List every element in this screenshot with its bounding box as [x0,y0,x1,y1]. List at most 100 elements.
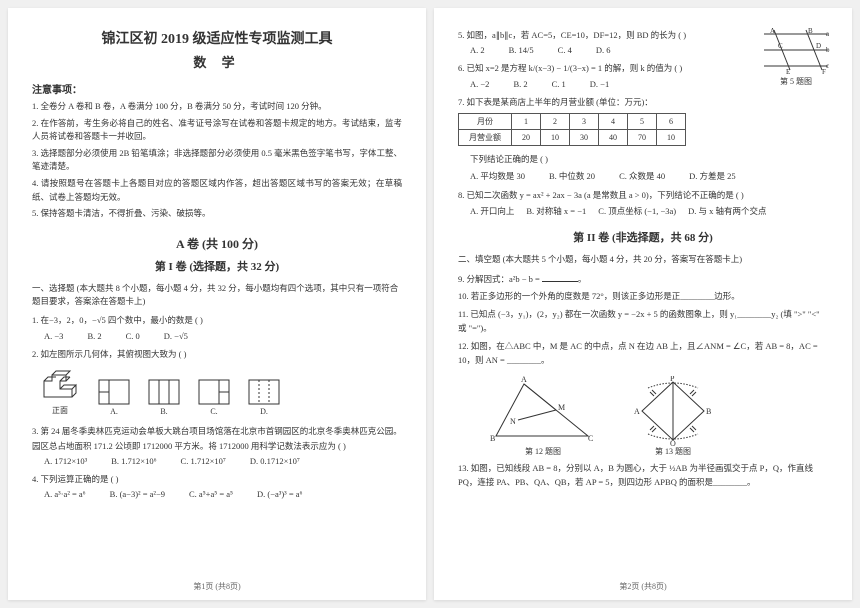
q7-r2: 10 [541,130,570,146]
q7-opt-d: D. 方差是 25 [689,170,736,182]
page-1: 锦江区初 2019 级适应性专项监测工具 数 学 注意事项： 1. 全卷分 A … [8,8,426,600]
notice-4: 4. 请按照题号在答题卡上各题目对应的答题区域内作答，超出答题区域书写的答案无效… [32,177,402,204]
q2-opt-b-label: B. [146,407,182,416]
q7-h0: 月份 [459,114,512,130]
q7-opt-c: C. 众数是 40 [619,170,665,182]
q5-fig-label: 第 5 题图 [760,76,832,87]
q7-table: 月份 1 2 3 4 5 6 月营业额 20 10 30 40 70 10 [458,113,686,146]
q12-fig-label: 第 12 题图 [488,446,598,457]
q8-opts: A. 开口向上 B. 对称轴 x = −1 C. 顶点坐标 (−1, −3a) … [470,205,828,217]
section-1-title: 第 I 卷 (选择题，共 32 分) [32,258,402,274]
section-a-title: A 卷 (共 100 分) [32,235,402,252]
q2-opt-d-label: D. [246,407,282,416]
table-row: 月营业额 20 10 30 40 70 10 [459,130,686,146]
q2-stem: 2. 如左图所示几何体，其俯视图大致为 ( ) [32,347,402,361]
svg-text:C: C [778,42,783,50]
q12-q13-figs: A M N B C 第 12 题图 [488,376,828,457]
svg-text:A: A [634,407,640,416]
mc-intro: 一、选择题 (本大题共 8 个小题，每小题 4 分，共 32 分，每小题均有四个… [32,282,402,308]
q7-opt-a: A. 平均数是 30 [470,170,525,182]
svg-text:B: B [808,27,813,35]
fill-intro: 二、填空题 (本大题共 5 个小题，每小题 4 分，共 20 分，答案写在答题卡… [458,253,828,266]
q5-opt-d: D. 6 [596,45,611,55]
q7-opts: A. 平均数是 30 B. 中位数 20 C. 众数是 40 D. 方差是 25 [470,170,828,182]
q3-opt-d: D. 0.1712×10⁷ [250,456,300,466]
q10: 10. 若正多边形的一个外角的度数是 72°，则该正多边形是正________边… [458,289,828,303]
q7-opt-b: B. 中位数 20 [549,170,595,182]
q7-stem: 7. 如下表是某商店上半年的月营业额 (单位：万元)： [458,95,828,109]
q7-r3: 30 [570,130,599,146]
notice-5: 5. 保持答题卡清洁，不得折叠、污染、破损等。 [32,207,402,221]
svg-text:E: E [786,68,790,76]
q8-opt-d: D. 与 x 轴有两个交点 [688,205,766,217]
q7-h3: 3 [570,114,599,130]
q1-opt-b: B. 2 [87,331,101,341]
q6-opt-b: B. 2 [513,79,527,89]
q1-opt-c: C. 0 [126,331,140,341]
notice-1: 1. 全卷分 A 卷和 B 卷，A 卷满分 100 分，B 卷满分 50 分，考… [32,100,402,114]
q9: 9. 分解因式：a²b − b = 。 [458,272,828,286]
subject-title: 数 学 [32,52,402,71]
svg-text:c: c [826,62,829,70]
q12-figure: A M N B C 第 12 题图 [488,376,598,457]
q6-opt-d: D. −1 [590,79,609,89]
notice-2: 2. 在作答前，考生务必将自己的姓名、准考证号涂写在试卷和答题卡规定的地方。考试… [32,117,402,144]
q4-opt-a: A. a³·a² = a⁶ [44,489,86,499]
q5-opt-b: B. 14/5 [509,45,534,55]
q7-r1: 20 [512,130,541,146]
q5-opt-c: C. 4 [558,45,572,55]
q2-opt-b-icon: B. [146,377,182,416]
q7-h5: 5 [628,114,657,130]
svg-text:b: b [826,46,830,54]
q3-opt-a: A. 1712×10³ [44,456,87,466]
q4-opt-d: D. (−a³)³ = a⁶ [257,489,303,499]
svg-text:A: A [521,376,527,384]
page-2: AB a CD b EF c 第 5 题图 5. 如图，a∥b∥c，若 AC=5… [434,8,852,600]
svg-text:B: B [706,407,711,416]
table-row: 月份 1 2 3 4 5 6 [459,114,686,130]
main-title: 锦江区初 2019 级适应性专项监测工具 [32,28,402,48]
svg-text:M: M [558,403,565,412]
q6-opt-c: C. 1 [552,79,566,89]
q11: 11. 已知点 (−3，y₁)，(2，y₂) 都在一次函数 y = −2x + … [458,307,828,336]
svg-text:C: C [588,434,593,443]
q4-opts: A. a³·a² = a⁶ B. (a−3)² = a²−9 C. a⁵+a⁵ … [44,489,402,499]
svg-text:N: N [510,417,516,426]
q2-opt-c-icon: C. [196,377,232,416]
q7-r6: 10 [657,130,686,146]
svg-text:D: D [816,42,821,50]
q7-h6: 6 [657,114,686,130]
q4-opt-b: B. (a−3)² = a²−9 [110,489,165,499]
q6-opt-a: A. −2 [470,79,489,89]
q7-h2: 2 [541,114,570,130]
q1-opt-a: A. −3 [44,331,63,341]
blank [542,273,578,282]
q8-opt-a: A. 开口向上 [470,205,514,217]
section-2-title: 第 II 卷 (非选择题，共 68 分) [458,229,828,245]
q9-text: 9. 分解因式：a²b − b = [458,274,542,284]
q7-r5: 70 [628,130,657,146]
q5-opt-a: A. 2 [470,45,485,55]
q2-opt-a-label: A. [96,407,132,416]
q2-figures: 正面 A. B. C. D. [38,367,402,416]
q8-opt-c: C. 顶点坐标 (−1, −3a) [598,205,676,217]
svg-text:Q: Q [670,439,676,446]
q8-stem: 8. 已知二次函数 y = ax² + 2ax − 3a (a 是常数且 a >… [458,188,828,202]
q7-h1: 1 [512,114,541,130]
svg-text:A: A [770,27,775,35]
q13-figure: P A B Q 第 13 题图 [628,376,718,457]
q2-solid-label: 正面 [38,405,82,416]
q1-opts: A. −3 B. 2 C. 0 D. −√5 [44,331,402,341]
footer-1: 第1页 (共8页) [8,581,426,592]
q13-fig-label: 第 13 题图 [628,446,718,457]
notice-3: 3. 选择题部分必须使用 2B 铅笔填涂；非选择题部分必须使用 0.5 毫米黑色… [32,147,402,174]
q4-opt-c: C. a⁵+a⁵ = a⁵ [189,489,233,499]
q7-r0: 月营业额 [459,130,512,146]
q3-opt-b: B. 1.712×10⁶ [111,456,156,466]
q3-opt-c: C. 1.712×10⁷ [181,456,226,466]
q2-opt-d-icon: D. [246,377,282,416]
q7-h4: 4 [599,114,628,130]
q4-stem: 4. 下列运算正确的是 ( ) [32,472,402,486]
q13-stem: 13. 如图，已知线段 AB = 8，分别以 A，B 为圆心，大于 ½AB 为半… [458,461,828,490]
svg-text:B: B [490,434,495,443]
